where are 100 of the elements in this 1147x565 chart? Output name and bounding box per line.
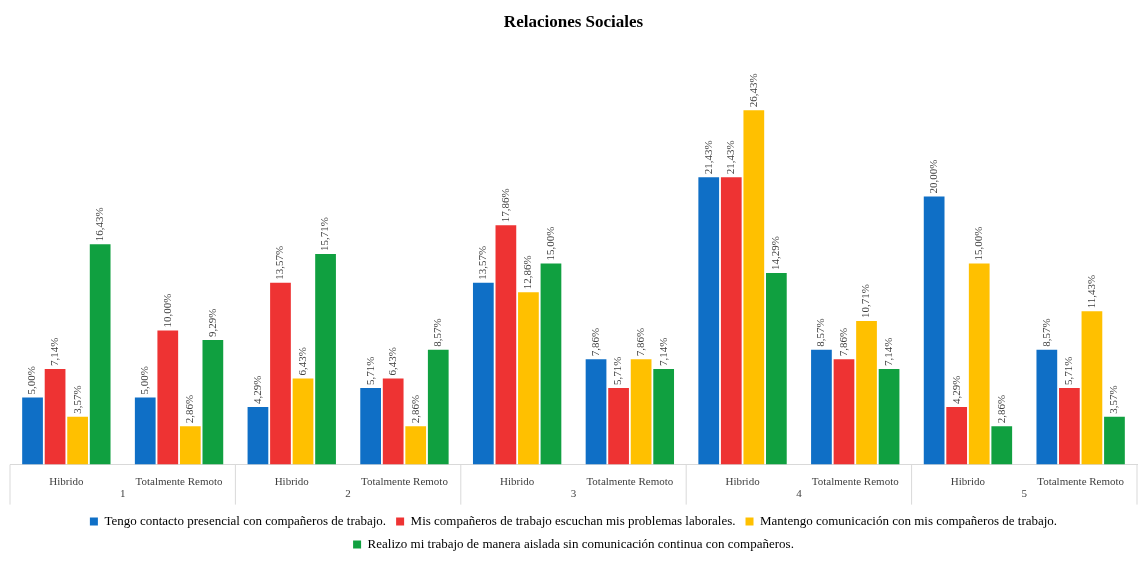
data-label: 5,71% (1062, 356, 1075, 386)
data-label: 6,43% (386, 346, 399, 376)
bar (923, 196, 945, 465)
data-label: 11,43% (1084, 274, 1097, 309)
bar (1081, 311, 1103, 465)
x-tick-label: Totalmente Remoto (1037, 475, 1125, 488)
data-label: 10,00% (160, 293, 173, 328)
data-label: 7,14% (656, 337, 669, 366)
data-label: 7,14% (47, 337, 60, 366)
bar (1104, 416, 1125, 465)
data-label: 12,86% (521, 255, 534, 290)
data-label: 5,00% (25, 366, 38, 395)
legend-label: Mis compañeros de trabajo escuchan mis problemas laborales. (410, 512, 736, 528)
bar (427, 349, 449, 465)
bar (585, 359, 607, 465)
data-label: 8,57% (431, 318, 444, 347)
data-label: 13,57% (273, 245, 286, 280)
bar (653, 368, 675, 465)
bar (472, 282, 494, 465)
bar (405, 426, 427, 465)
data-label: 7,14% (881, 337, 894, 366)
data-label: 2,86% (408, 394, 421, 424)
data-label: 16,43% (93, 207, 106, 242)
data-label: 7,86% (588, 327, 601, 357)
legend-label: Realizo mi trabajo de manera aislada sin comunicación continua con compañeros. (367, 535, 794, 551)
bar (89, 244, 111, 465)
data-label: 17,86% (498, 188, 511, 223)
bar (270, 282, 291, 465)
bar (878, 368, 900, 465)
data-label: 13,57% (476, 245, 489, 280)
data-label: 21,43% (701, 140, 714, 175)
bar (765, 273, 787, 465)
data-label: 9,29% (205, 308, 218, 338)
bar (811, 349, 832, 465)
data-label: 21,43% (724, 140, 737, 175)
data-label: 4,29% (250, 375, 263, 405)
bar (247, 407, 269, 465)
bar (382, 378, 404, 465)
data-label: 2,86% (994, 394, 1007, 424)
bar (22, 397, 43, 465)
bar (608, 388, 629, 465)
x-tick-label: Totalmente Remoto (811, 475, 900, 488)
bar (134, 397, 156, 465)
legend-label: Tengo contacto presencial con compañeros de trabajo. (104, 512, 387, 528)
bar (743, 110, 765, 465)
data-label: 7,86% (634, 327, 647, 357)
data-label: 5,00% (138, 366, 151, 395)
data-label: 7,86% (836, 327, 849, 357)
data-label: 15,71% (318, 217, 331, 251)
bar (946, 407, 968, 465)
data-label: 8,57% (814, 318, 827, 347)
bar (495, 225, 517, 465)
x-tick-label: Hibrido (274, 475, 310, 488)
text: 1 (119, 486, 126, 499)
bar (315, 253, 336, 465)
bar (44, 368, 66, 465)
data-label: 8,57% (1039, 318, 1052, 347)
bar (179, 426, 201, 465)
data-label: 26,43% (746, 73, 759, 108)
data-label: 15,00% (543, 226, 556, 261)
x-tick-label: Totalmente Remoto (135, 475, 223, 488)
x-tick-label: Totalmente Remoto (361, 475, 449, 488)
text: 5 (1021, 486, 1028, 499)
legend-label: Mantengo comunicación con mis compañeros de trabajo. (760, 512, 1058, 528)
bar (157, 330, 179, 465)
data-label: 3,57% (1107, 385, 1120, 414)
x-tick-label: Hibrido (49, 475, 84, 488)
data-label: 6,43% (295, 346, 308, 376)
bar (630, 359, 652, 465)
data-label: 14,29% (769, 236, 782, 271)
text: 3 (570, 486, 577, 499)
bar (1036, 349, 1058, 465)
bar (360, 388, 382, 465)
data-label: 3,57% (70, 385, 83, 414)
bar (518, 292, 539, 465)
x-tick-label: Hibrido (725, 475, 761, 488)
data-label: 15,00% (972, 226, 985, 261)
bar (991, 426, 1013, 465)
text: 4 (796, 486, 803, 499)
bar (1059, 388, 1080, 465)
bar (833, 359, 855, 465)
data-label: 5,71% (363, 356, 376, 386)
x-tick-label: Hibrido (950, 475, 986, 488)
bar (540, 263, 562, 465)
x-tick-label: Hibrido (500, 475, 535, 488)
bar (292, 378, 314, 465)
x-tick-label: Totalmente Remoto (586, 475, 674, 488)
bar (720, 177, 742, 465)
text: 2 (345, 486, 351, 499)
bar (856, 321, 877, 465)
data-label: 2,86% (183, 394, 196, 424)
bar (968, 263, 990, 465)
data-label: 5,71% (611, 356, 624, 386)
bar (67, 416, 88, 465)
chart-title: Relaciones Sociales (503, 11, 644, 31)
bar (202, 340, 224, 465)
bar (698, 177, 720, 465)
data-label: 4,29% (949, 375, 962, 405)
data-label: 10,71% (859, 284, 872, 319)
data-label: 20,00% (927, 159, 940, 194)
